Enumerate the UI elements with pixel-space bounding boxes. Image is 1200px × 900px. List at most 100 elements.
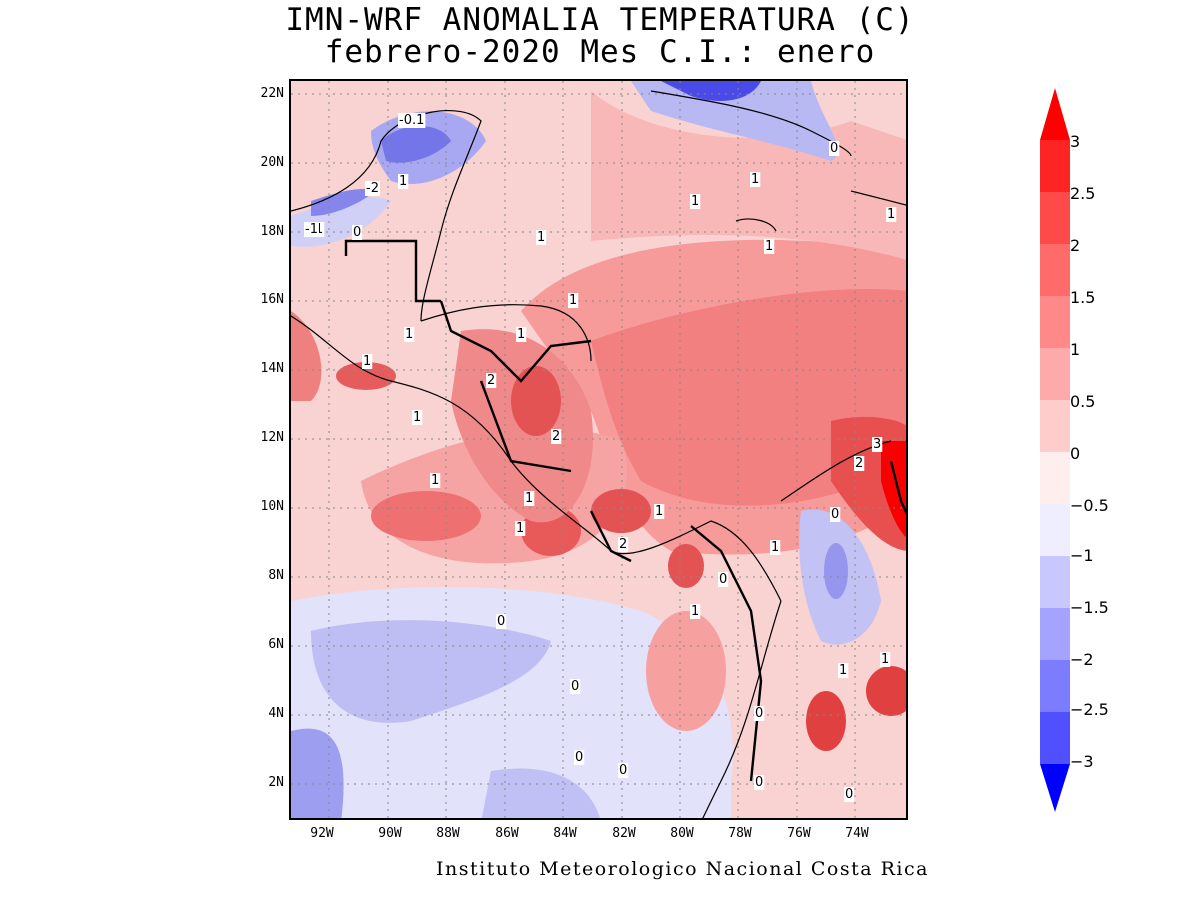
- colorbar-label: −3: [1070, 752, 1094, 771]
- colorbar-swatch: [1040, 556, 1070, 608]
- anomaly-region-cold: [291, 728, 344, 818]
- anomaly-region-warm: [371, 491, 481, 541]
- contour-label-box: [568, 293, 579, 308]
- contour-label: 0: [575, 750, 583, 765]
- contour-label-box: [764, 239, 775, 254]
- contour-label: 1: [691, 604, 699, 619]
- anomaly-region-cold: [824, 543, 848, 599]
- anomaly-region-warm: [591, 489, 651, 533]
- anomaly-region-cold: [311, 189, 376, 216]
- lat-label: 14N: [260, 361, 284, 376]
- contour-label: 0: [619, 763, 627, 778]
- contour-label: 1: [516, 521, 524, 536]
- lon-label: 88W: [436, 826, 460, 841]
- colorbar-swatch: [1040, 504, 1070, 556]
- anomaly-region-cold: [661, 81, 761, 101]
- contour-label-box: [829, 141, 840, 156]
- contour-label: 1: [537, 230, 545, 245]
- anomaly-region-warm: [336, 362, 396, 390]
- contour-label: 0: [830, 141, 838, 156]
- contour-label-box: [404, 327, 415, 342]
- contour-label: 1: [517, 327, 525, 342]
- contour-label-box: [844, 787, 855, 802]
- contour-label-box: [496, 614, 507, 629]
- contour-label: 1: [751, 172, 759, 187]
- coastlines: [291, 90, 906, 818]
- colorbar-label: −1: [1070, 546, 1094, 565]
- colorbar-arrow-bottom: [1040, 764, 1070, 812]
- colorbar-label: 1: [1070, 340, 1081, 359]
- contour-label-box: [570, 679, 581, 694]
- contour-label: 1: [839, 663, 847, 678]
- contour-label: 1: [771, 540, 779, 555]
- anomaly-map: -0.1 1 -2 1 -1 0 1 1 1 1 1 1 2 2 3 2 1 1…: [289, 79, 908, 820]
- anomaly-region-warm: [591, 289, 906, 506]
- lon-label: 86W: [495, 826, 519, 841]
- contour-label-box: [872, 437, 883, 452]
- map-canvas: -0.1 1 -2 1 -1 0 1 1 1 1 1 1 2 2 3 2 1 1…: [291, 81, 906, 818]
- contour-label-box: [618, 763, 629, 778]
- lon-label: 78W: [728, 826, 752, 841]
- contour-label-box: [352, 225, 363, 240]
- anomaly-region-warm: [806, 691, 846, 751]
- anomaly-region-warm: [291, 311, 322, 401]
- contour-label-box: [654, 504, 665, 519]
- contour-label: 0: [845, 787, 853, 802]
- credit-line: Instituto Meteorologico Nacional Costa R…: [436, 858, 929, 880]
- contour-label: 2: [487, 373, 495, 388]
- colorbar-swatch: [1040, 348, 1070, 400]
- contour-label: 1: [881, 652, 889, 667]
- lon-label: 90W: [378, 826, 402, 841]
- anomaly-region-warm: [881, 441, 906, 538]
- lat-label: 4N: [268, 706, 284, 721]
- colorbar-label: 3: [1070, 132, 1081, 151]
- lat-label: 8N: [268, 568, 284, 583]
- contour-label: -1: [305, 222, 318, 237]
- contour-label-box: [754, 706, 765, 721]
- contour-label-box: [886, 207, 897, 222]
- contour-label: -2: [366, 181, 379, 196]
- lat-label: 10N: [260, 499, 284, 514]
- lat-label: 16N: [260, 292, 284, 307]
- contour-label: 1: [431, 473, 439, 488]
- contour-label-box: [854, 456, 865, 471]
- lat-label: 6N: [268, 637, 284, 652]
- lon-label: 84W: [553, 826, 577, 841]
- anomaly-region-warm: [668, 544, 704, 588]
- anomaly-region-warm: [646, 611, 726, 731]
- contour-label: 1: [887, 207, 895, 222]
- colorbar-label: 0.5: [1070, 392, 1096, 411]
- contour-label: 0: [353, 225, 361, 240]
- colorbar-swatch: [1040, 244, 1070, 296]
- contour-label-box: [536, 230, 547, 245]
- contour-label: 0: [719, 572, 727, 587]
- lon-label: 80W: [670, 826, 694, 841]
- contour-label: 1: [363, 354, 371, 369]
- contour-label: 1: [315, 222, 323, 237]
- colorbar-label: −2: [1070, 650, 1094, 669]
- lon-label: 82W: [612, 826, 636, 841]
- contour-label-box: [398, 174, 409, 189]
- colorbar-label: −1.5: [1070, 598, 1109, 617]
- lat-label: 12N: [260, 430, 284, 445]
- contour-label-box: [430, 473, 441, 488]
- contour-label-box: [618, 537, 629, 552]
- colorbar-label: 2: [1070, 236, 1081, 255]
- lat-label: 2N: [268, 775, 284, 790]
- contour-label: 1: [765, 239, 773, 254]
- contour-label-box: [398, 113, 426, 128]
- contour-label: 2: [552, 429, 560, 444]
- colorbar-swatch: [1040, 712, 1070, 764]
- contour-label-box: [524, 491, 535, 506]
- colorbar-swatch: [1040, 660, 1070, 712]
- contour-label-box: [750, 172, 761, 187]
- contour-label-box: [718, 572, 729, 587]
- contour-label: 2: [619, 537, 627, 552]
- colorbar-swatch: [1040, 140, 1070, 192]
- contour-label: 0: [755, 775, 763, 790]
- anomaly-region-warm: [511, 366, 561, 436]
- colorbar-label: −0.5: [1070, 496, 1109, 515]
- anomaly-region-cold: [481, 768, 600, 818]
- contour-label: 2: [855, 456, 863, 471]
- contour-label-box: [362, 354, 373, 369]
